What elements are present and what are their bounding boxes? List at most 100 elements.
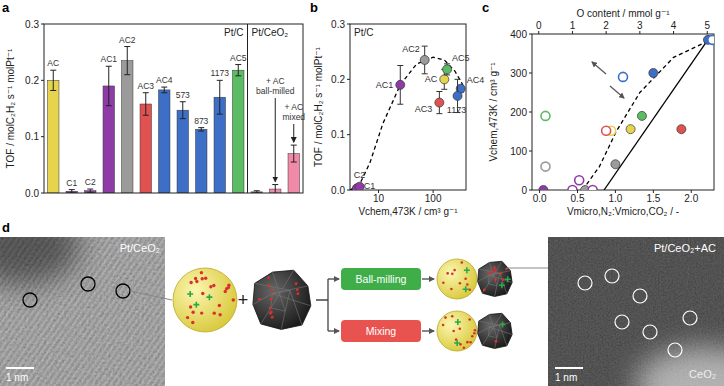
ce-site-dot	[270, 298, 273, 301]
ce-site-dot	[442, 281, 445, 284]
y-tick	[529, 112, 532, 113]
axis-hint-arrow	[610, 86, 624, 98]
ce-site-dot	[491, 270, 494, 273]
trend-line	[583, 40, 711, 190]
pt-cluster	[463, 286, 469, 292]
y-tick	[529, 190, 532, 191]
bar-label: + ACmixed	[282, 102, 305, 122]
y-tick	[347, 24, 350, 25]
image-label: Pt/CeO₂	[120, 242, 160, 254]
y-tick	[347, 190, 350, 191]
x2-tick-label: 4	[671, 20, 677, 31]
y-tick-label: 0.1	[25, 131, 39, 142]
error-bar	[161, 87, 167, 93]
pt-site-circle	[615, 315, 629, 329]
ce-site-dot	[271, 290, 274, 293]
label-arrow	[293, 124, 294, 142]
ce-site-dot	[204, 277, 207, 280]
error-bar	[217, 80, 223, 114]
micrograph-shade	[0, 237, 80, 285]
bar-label: AC	[47, 58, 59, 68]
figure: 0.00.10.20.3TOF / molC₂H₂ s⁻¹ molPt⁻¹aPt…	[0, 0, 724, 386]
carbon-facets	[478, 313, 512, 348]
point-label: AC	[425, 74, 438, 84]
x-axis-label: Vmicro,N₂:Vmicro,CO₂ / -	[567, 206, 679, 217]
image-label: CeO₂	[689, 368, 716, 380]
ce-site-dot	[189, 281, 192, 284]
y-tick-label: 100	[510, 146, 527, 157]
ce-site-dot	[473, 332, 476, 335]
label-arrow	[275, 98, 276, 182]
pt-cluster	[193, 302, 199, 308]
x-tick-label: 1.5	[646, 193, 660, 204]
ce-site-dot	[218, 304, 221, 307]
ce-site-dot	[488, 272, 491, 275]
y-tick-label: 0.3	[25, 19, 39, 30]
ce-site-dot	[460, 261, 463, 264]
ce-site-dot	[464, 277, 467, 280]
error-bar	[106, 66, 112, 105]
bar	[48, 80, 59, 193]
ce-site-dot	[271, 316, 274, 319]
plot-frame	[532, 34, 714, 190]
ce-site-dot	[201, 277, 204, 280]
ce-site-dot	[267, 276, 270, 279]
pt-site-circle	[81, 277, 95, 291]
bar-label-line: mixed	[282, 112, 305, 122]
data-point	[575, 176, 584, 185]
x2-tick	[673, 31, 674, 34]
ce-site-dot	[191, 311, 194, 314]
y-tick-label: 0.3	[331, 19, 345, 30]
x2-tick-label: 3	[637, 20, 643, 31]
data-point	[355, 182, 364, 190]
scale-bar	[555, 367, 583, 369]
y-tick-label: 0	[521, 185, 527, 196]
carbon-body	[253, 270, 311, 329]
ceo2-sphere	[437, 311, 477, 351]
bar-label: AC4	[156, 75, 173, 85]
x2-tick-label: 5	[704, 20, 710, 31]
ce-site-dot	[189, 305, 192, 308]
ce-site-dot	[224, 290, 227, 293]
process-arrow	[422, 330, 434, 331]
bar	[122, 61, 133, 193]
carbon-body	[478, 313, 512, 348]
process-box	[341, 320, 421, 342]
process-label: Mixing	[366, 325, 397, 337]
ce-site-dot	[297, 292, 300, 295]
y-tick-label: 400	[510, 29, 527, 40]
y-axis-label: TOF / molC₂H₂ s⁻¹ molPt⁻¹	[5, 48, 16, 168]
x2-tick	[707, 31, 708, 34]
ce-site-dot	[471, 335, 474, 338]
branch-arrow	[328, 330, 339, 331]
ce-site-dot	[474, 329, 477, 332]
ce-site-dot	[446, 272, 449, 275]
carbon-particle	[478, 313, 512, 348]
bar	[233, 70, 244, 193]
bar	[177, 110, 188, 193]
bar-label: AC5	[230, 53, 247, 63]
scale-bar-label: 1 nm	[6, 372, 28, 383]
ce-site-dot	[200, 311, 203, 314]
plot-area	[48, 47, 300, 193]
pt-cluster	[505, 276, 511, 282]
plot-area	[350, 46, 465, 190]
data-point	[396, 80, 405, 89]
section-label: Pt/CeO₂	[252, 27, 289, 38]
ce-site-dot	[200, 271, 203, 274]
bar-label: AC3	[137, 81, 154, 91]
ce-site-dot	[194, 277, 197, 280]
point-label: 1173	[447, 105, 466, 115]
ce-site-dot	[201, 292, 204, 295]
error-bar	[143, 93, 149, 116]
bar-label: C2	[85, 177, 96, 187]
x2-tick	[606, 31, 607, 34]
branch-arrow	[328, 278, 339, 279]
error-bar	[124, 47, 130, 75]
ce-site-dot	[466, 283, 469, 286]
y-tick-label: 0.0	[25, 188, 39, 199]
y-tick	[529, 73, 532, 74]
scale-bar	[6, 367, 34, 369]
image-label: Pt/CeO₂+AC	[654, 242, 716, 254]
x2-tick-label: 1	[570, 20, 576, 31]
